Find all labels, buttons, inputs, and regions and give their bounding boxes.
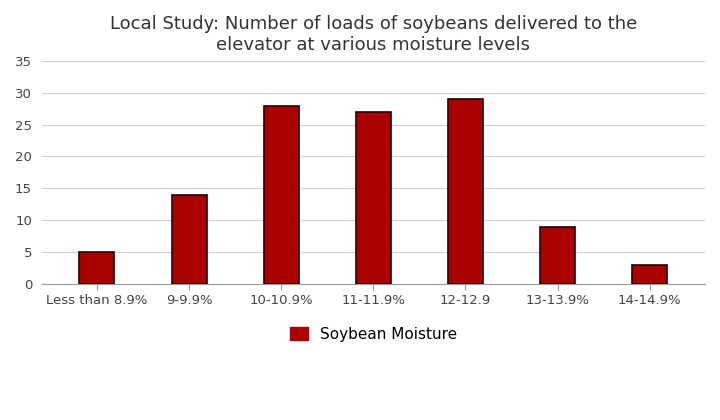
Bar bbox=[448, 99, 483, 284]
Bar bbox=[632, 265, 667, 284]
Bar bbox=[540, 227, 575, 284]
Bar bbox=[171, 195, 207, 284]
Bar bbox=[264, 105, 299, 284]
Title: Local Study: Number of loads of soybeans delivered to the
elevator at various mo: Local Study: Number of loads of soybeans… bbox=[109, 15, 637, 54]
Bar bbox=[79, 252, 114, 284]
Legend: Soybean Moisture: Soybean Moisture bbox=[284, 320, 463, 348]
Bar bbox=[356, 112, 391, 284]
